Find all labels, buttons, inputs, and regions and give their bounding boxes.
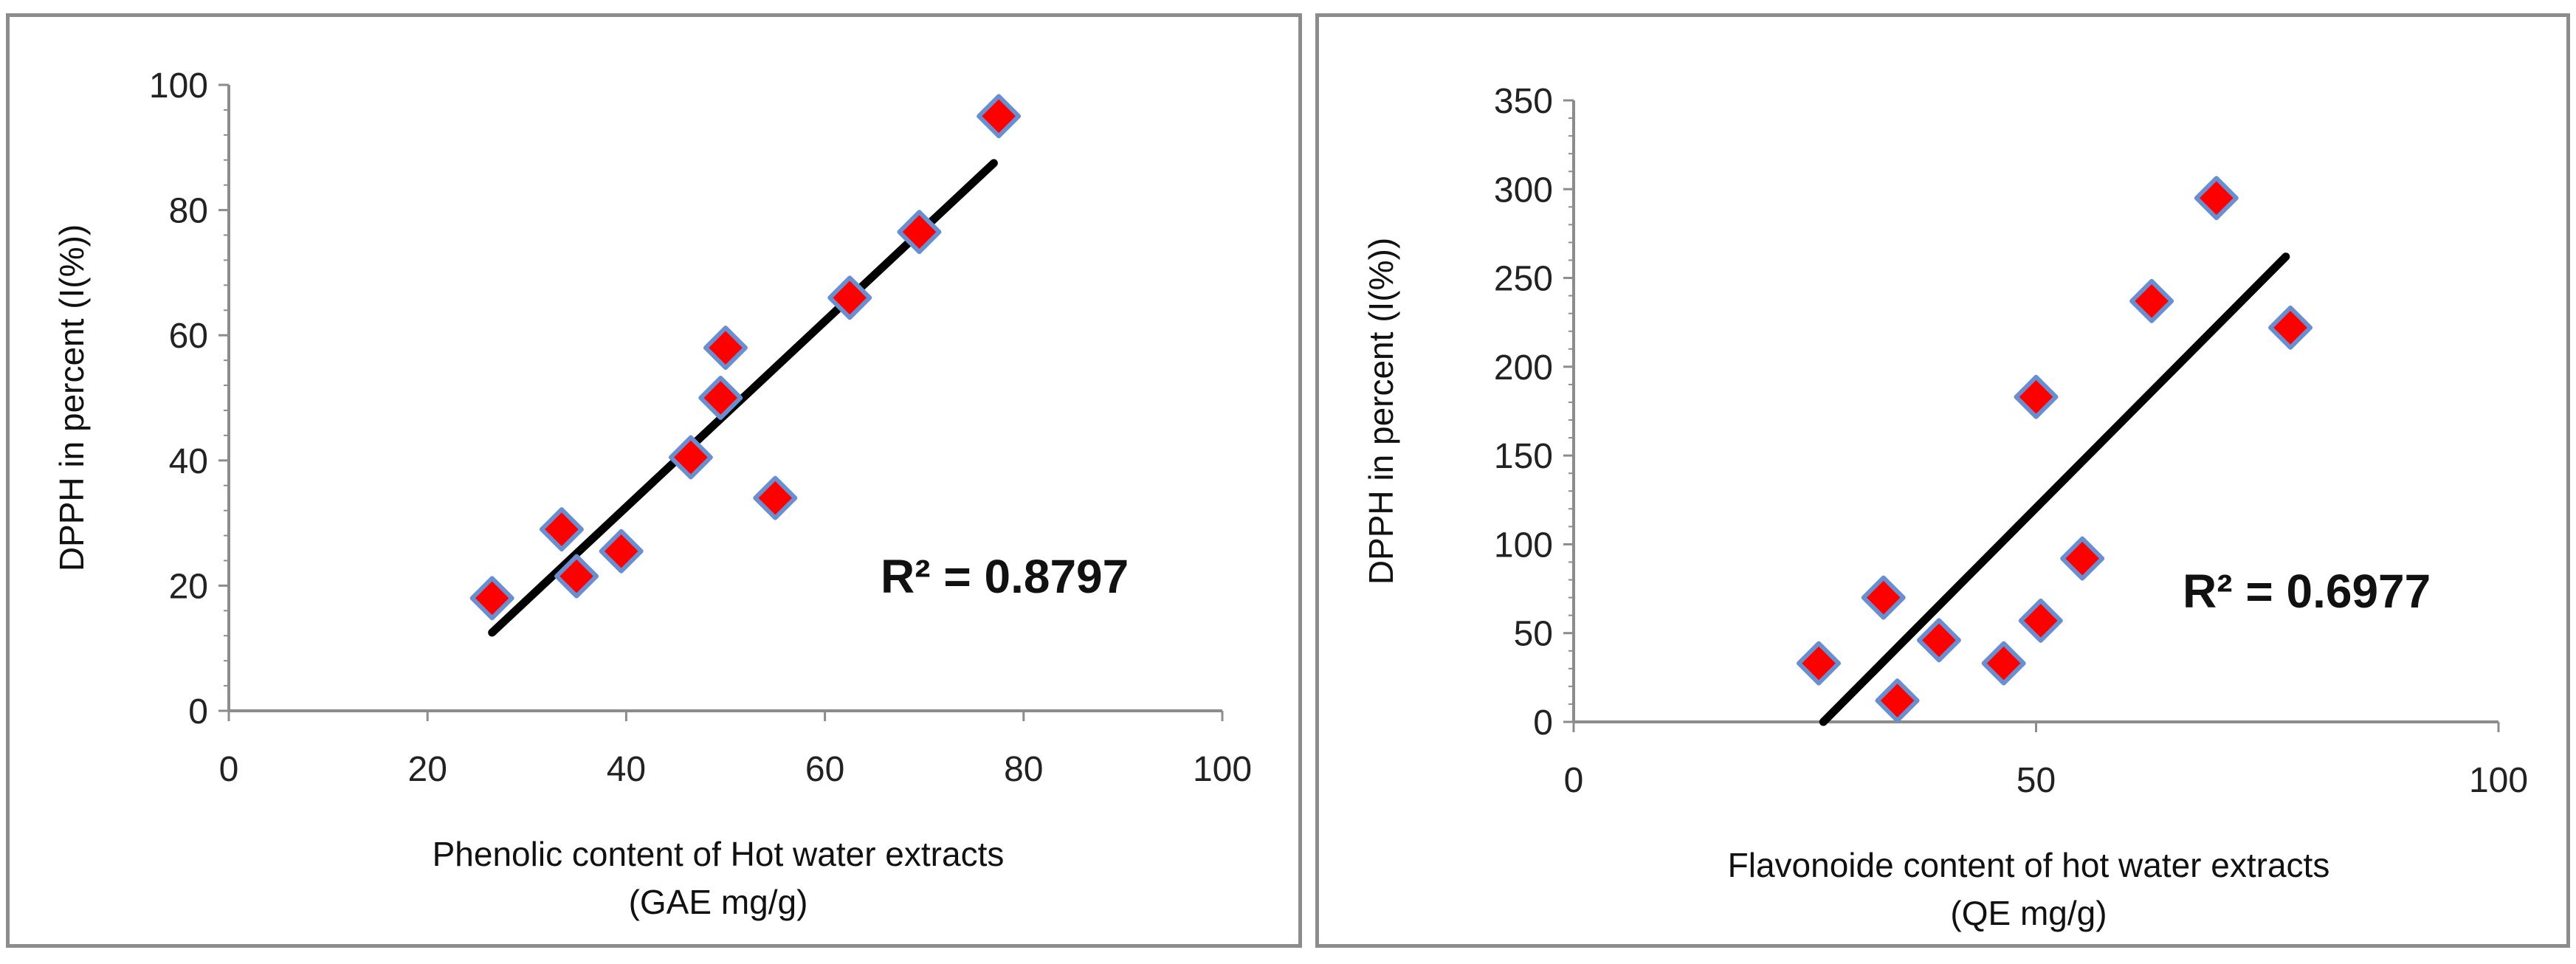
data-point	[897, 210, 942, 255]
scatter-chart-phenolic: 0 20 40 60 80 100 0 20 40 60 80 100 DPPH in percent …	[52, 66, 1252, 921]
x-tick-label: 0	[1564, 761, 1584, 800]
y-tick-label: 200	[1494, 348, 1553, 388]
y-tick-label: 20	[169, 567, 208, 606]
x-axis-title-line1: Flavonoide content of hot water extracts	[1728, 846, 2330, 884]
data-point	[2268, 305, 2313, 350]
x-tick-label: 80	[1004, 750, 1043, 789]
data-point	[1797, 641, 1842, 686]
data-point	[2014, 374, 2059, 419]
y-tick-label: 0	[1533, 703, 1553, 743]
y-tick-label: 50	[1514, 615, 1553, 654]
data-point	[703, 326, 748, 371]
data-point	[1861, 575, 1906, 620]
y-axis-title: DPPH in percent (I(%))	[52, 224, 91, 571]
x-tick-label: 0	[219, 750, 239, 789]
data-point	[2129, 278, 2174, 323]
x-axis-title-line2: (QE mg/g)	[1950, 894, 2107, 932]
data-point	[1875, 678, 1920, 723]
chart-panel-phenolic: 0 20 40 60 80 100 0 20 40 60 80 100 DPPH in percent …	[6, 13, 1302, 948]
data-point	[753, 475, 798, 520]
data-point	[2194, 176, 2239, 221]
x-axis-title-line1: Phenolic content of Hot water extracts	[433, 835, 1005, 873]
data-point	[554, 554, 599, 599]
data-point	[977, 94, 1022, 139]
y-tick-label: 300	[1494, 171, 1553, 210]
x-tick-label: 40	[607, 750, 646, 789]
x-tick-label: 100	[2469, 761, 2528, 800]
y-tick-label: 150	[1494, 437, 1553, 476]
y-tick-label: 0	[188, 692, 208, 731]
data-point	[599, 529, 644, 574]
chart-panel-flavonoide: 0 50 100 150 200 250 300 350 0 50 100 DPPH in perce…	[1315, 13, 2570, 948]
scatter-chart-flavonoide: 0 50 100 150 200 250 300 350 0 50 100 DPPH in perce…	[1362, 82, 2528, 932]
y-tick-label: 40	[169, 442, 208, 481]
trendline	[1819, 252, 2290, 726]
x-tick-label: 20	[408, 750, 447, 789]
data-point	[2018, 598, 2063, 643]
data-point	[2060, 536, 2105, 581]
x-axis-title-line2: (GAE mg/g)	[629, 883, 808, 921]
data-point	[469, 576, 514, 621]
y-tick-label: 80	[169, 192, 208, 231]
data-point	[668, 435, 713, 480]
y-tick-label: 60	[169, 317, 208, 356]
x-tick-label: 100	[1193, 750, 1252, 789]
data-point	[1981, 641, 2026, 686]
data-point	[539, 507, 584, 552]
data-point	[698, 376, 743, 420]
y-tick-label: 350	[1494, 82, 1553, 121]
data-point	[827, 275, 872, 320]
r-squared-label: R² = 0.6977	[2183, 565, 2431, 618]
y-axis-title: DPPH in percent (I(%))	[1362, 238, 1400, 585]
y-tick-label: 100	[1494, 526, 1553, 565]
y-tick-label: 100	[149, 66, 208, 106]
x-tick-label: 50	[2017, 761, 2056, 800]
x-tick-label: 60	[805, 750, 844, 789]
r-squared-label: R² = 0.8797	[881, 550, 1129, 603]
y-tick-label: 250	[1494, 260, 1553, 299]
data-point	[1916, 618, 1961, 663]
